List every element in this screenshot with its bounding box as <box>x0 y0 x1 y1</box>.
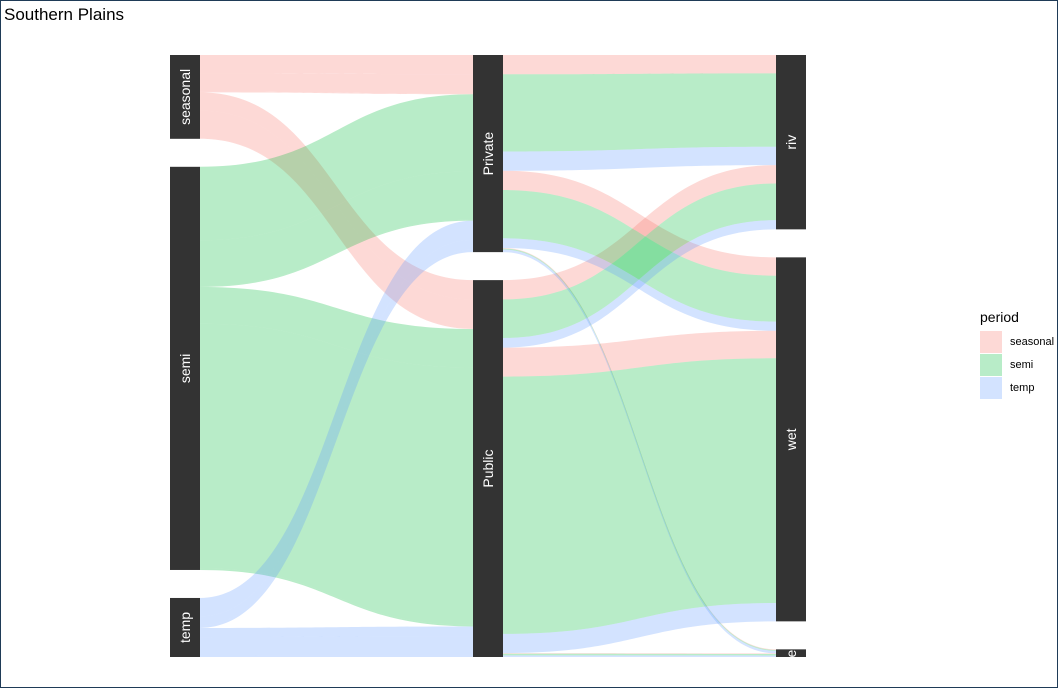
alluvial-chart: seasonal semi temp Private Public riv wet ter <box>1 1 961 687</box>
flow-semi-Public-wet-seg2 <box>503 358 776 634</box>
flow-seasonal-Private-riv-seg1 <box>200 55 473 74</box>
legend-key-semi <box>980 354 1002 376</box>
legend-key-seasonal <box>980 331 1002 353</box>
legend-label-seasonal: seasonal <box>1010 336 1054 348</box>
stratum-label-riv: riv <box>783 135 799 150</box>
stratum-label-temp: temp <box>177 612 193 643</box>
flow-temp-Public-wet-seg1 <box>200 636 473 655</box>
flow-seasonal-Private-wet-seg1 <box>200 73 473 93</box>
flow-seasonal-Private-riv-seg2 <box>503 55 776 74</box>
legend-label-temp: temp <box>1010 382 1034 394</box>
stratum-label-wet: wet <box>783 428 799 451</box>
flow-temp-Public-ter-seg1 <box>200 655 473 657</box>
stratum-label-seasonal: seasonal <box>177 69 193 125</box>
flow-semi-Public-wet-seg1 <box>200 324 473 625</box>
stratum-label-Private: Private <box>480 132 496 176</box>
legend-label-semi: semi <box>1010 359 1033 371</box>
legend: period seasonal semi temp <box>980 309 1054 399</box>
legend-key-temp <box>980 377 1002 399</box>
legend-item-seasonal: seasonal <box>980 330 1054 353</box>
legend-item-temp: temp <box>980 376 1054 399</box>
legend-title: period <box>980 309 1054 325</box>
flow-semi-Private-riv-seg2 <box>503 73 776 151</box>
flow-temp-Public-riv-seg1 <box>200 626 473 637</box>
flow-semi-Public-ter-seg2 <box>503 654 776 656</box>
flow-temp-Public-ter-seg2 <box>503 655 776 657</box>
stratum-label-semi: semi <box>177 354 193 384</box>
stratum-label-ter: ter <box>783 645 799 662</box>
legend-item-semi: semi <box>980 353 1054 376</box>
stratum-label-Public: Public <box>480 449 496 487</box>
